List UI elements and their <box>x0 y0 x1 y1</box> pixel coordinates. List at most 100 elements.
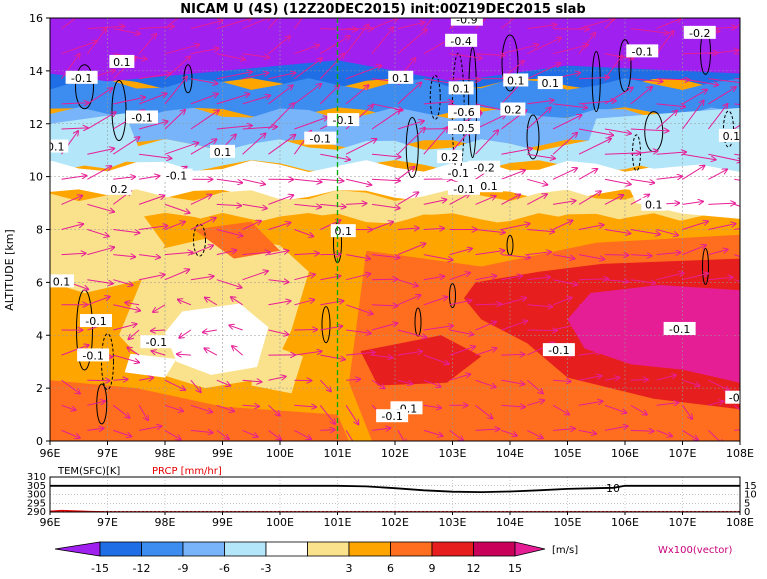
colorbar-segment <box>266 542 308 556</box>
x-tick-label: 104E <box>496 447 524 460</box>
y-tick-label: 4 <box>36 329 43 342</box>
y-axis-label: ALTITUDE [km] <box>3 229 16 310</box>
colorbar-segment <box>432 542 474 556</box>
surface-x-tick-label: 97E <box>97 516 118 529</box>
colorbar-segment <box>474 542 516 556</box>
surface-x-tick-label: 102E <box>381 516 409 529</box>
wind-vector <box>605 255 628 256</box>
colorbar-unit: [m/s] <box>552 545 578 556</box>
surface-x-tick-label: 104E <box>496 516 524 529</box>
x-tick-label: 99E <box>212 447 233 460</box>
surface-left-tick-label: 290 <box>27 507 46 518</box>
colorbar-tick-label: 15 <box>508 562 522 575</box>
surface-x-tick-label: 105E <box>554 516 582 529</box>
contour-label: -0.1 <box>448 167 469 180</box>
wind-vector <box>320 430 334 431</box>
x-tick-label: 96E <box>40 447 61 460</box>
contour-label: -0.4 <box>450 35 471 48</box>
wind-vector <box>372 279 397 280</box>
contour-label: 0.1 <box>214 146 232 159</box>
contour-label: 0.1 <box>507 74 525 87</box>
wind-vector <box>294 330 317 331</box>
surface-x-tick-label: 99E <box>212 516 233 529</box>
contour-label: -0.1 <box>310 133 331 146</box>
colorbar-segment <box>391 542 433 556</box>
surface-x-tick-label: 101E <box>324 516 352 529</box>
contour-label: -0.1 <box>146 336 167 349</box>
colorbar-segment <box>55 542 100 556</box>
contour-label: -0.1 <box>71 72 92 85</box>
contour-label: 0.1 <box>392 72 410 85</box>
y-tick-label: 16 <box>29 12 43 25</box>
contour-label: -0 <box>729 392 740 405</box>
colorbar-segment <box>515 542 545 556</box>
contour-label: -0.1 <box>82 349 103 362</box>
y-tick-label: 12 <box>29 118 43 131</box>
colorbar-segment <box>183 542 225 556</box>
contour-label: -0.1 <box>453 183 474 196</box>
colorbar-segment <box>308 542 350 556</box>
surface-annotation: 10 <box>606 482 620 495</box>
wind-vector <box>501 354 524 355</box>
x-tick-label: 98E <box>155 447 176 460</box>
x-tick-label: 103E <box>439 447 467 460</box>
colorbar-tick-label: -15 <box>91 562 109 575</box>
surface-right-tick-label: 0 <box>744 507 750 518</box>
contour-label: 0.1 <box>53 275 71 288</box>
contour-label: -0.1 <box>333 114 354 127</box>
contour-label: -0.2 <box>689 27 710 40</box>
contour-label: 0.1 <box>542 77 560 90</box>
x-tick-label: 108E <box>726 447 754 460</box>
chart-title: NICAM U (4S) (12Z20DEC2015) init:00Z19DE… <box>180 2 585 17</box>
y-tick-label: 2 <box>36 382 43 395</box>
surface-x-tick-label: 106E <box>611 516 639 529</box>
colorbar-tick-label: -9 <box>178 562 189 575</box>
contour-label: -0.1 <box>669 323 690 336</box>
contour-label: 0.2 <box>504 104 522 117</box>
colorbar-tick-label: -3 <box>261 562 272 575</box>
contour-label: 0.1 <box>452 82 470 95</box>
surface-x-tick-label: 103E <box>439 516 467 529</box>
y-tick-label: 14 <box>29 65 43 78</box>
wind-vector <box>553 29 589 30</box>
x-tick-label: 102E <box>381 447 409 460</box>
colorbar-tick-label: -12 <box>133 562 151 575</box>
colorbar-tick-label: 6 <box>387 562 394 575</box>
contour-label: 0.2 <box>110 183 128 196</box>
surface-x-tick-label: 98E <box>155 516 176 529</box>
x-tick-label: 97E <box>97 447 118 460</box>
cross-section-panel: 0.1-0.10.10.2-0.10.1-0.1-0.1-0.10.1-0.9-… <box>3 1 767 460</box>
contour-label: 0.1 <box>723 130 741 143</box>
contour-label: -0.1 <box>632 45 653 58</box>
y-tick-label: 0 <box>36 435 43 448</box>
wind-vector <box>527 330 557 331</box>
contour-label: -0.1 <box>85 315 106 328</box>
contour-label: 0.1 <box>645 199 663 212</box>
contour-label: -0.6 <box>453 106 474 119</box>
contour-label: -0.1 <box>548 344 569 357</box>
prcp-label: PRCP [mm/hr] <box>152 466 222 477</box>
tem-label: TEM(SFC)[K] <box>57 466 120 477</box>
contour-label: -0.1 <box>166 170 187 183</box>
contour-label: -0.1 <box>131 111 152 124</box>
wind-vector <box>87 380 109 381</box>
colorbar-tick-label: 9 <box>429 562 436 575</box>
colorbar-segment <box>349 542 391 556</box>
vector-legend-label: Wx100(vector) <box>658 545 733 556</box>
colorbar-segment <box>142 542 184 556</box>
contour-label: -0.5 <box>453 122 474 135</box>
surface-x-tick-label: 107E <box>669 516 697 529</box>
wind-vector <box>631 380 648 381</box>
x-tick-label: 106E <box>611 447 639 460</box>
x-tick-label: 100E <box>266 447 294 460</box>
colorbar-segment <box>100 542 142 556</box>
x-tick-label: 105E <box>554 447 582 460</box>
contour-label: -0.2 <box>473 162 494 175</box>
colorbar-tick-label: 12 <box>467 562 481 575</box>
x-tick-label: 101E <box>324 447 352 460</box>
y-tick-label: 10 <box>29 171 43 184</box>
surface-x-tick-label: 100E <box>266 516 294 529</box>
